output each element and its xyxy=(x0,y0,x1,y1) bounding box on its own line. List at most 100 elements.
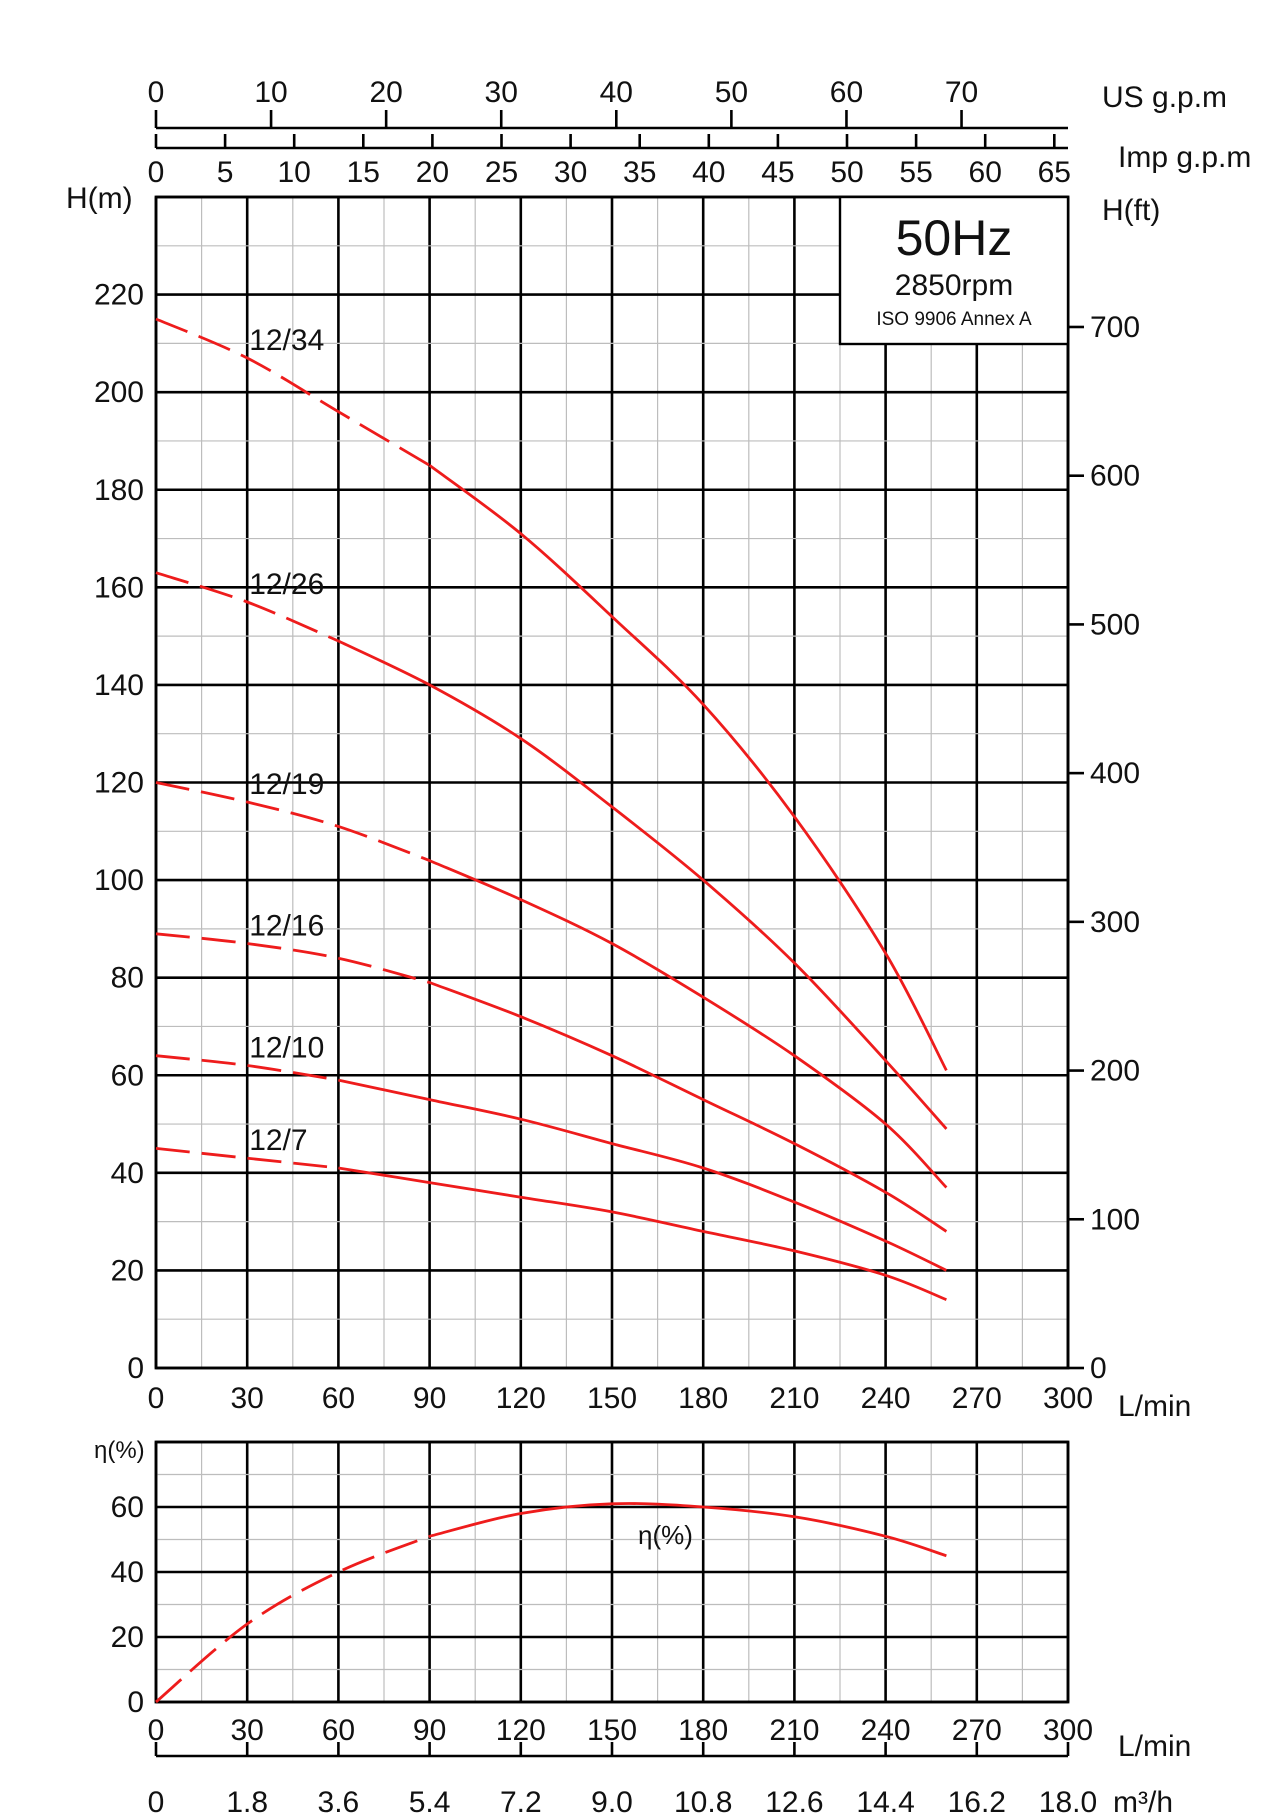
imp-gpm-tick-label: 0 xyxy=(148,156,165,189)
curve-labels: 12/34 12/26 12/19 12/16 12/10 12/7 xyxy=(249,324,324,1157)
x-tick-label-lmin-efficiency: 240 xyxy=(861,1714,911,1747)
x-tick-label-lmin: 180 xyxy=(678,1382,728,1415)
y-tick-label-m: 60 xyxy=(111,1059,144,1092)
curve-label-12-16: 12/16 xyxy=(249,910,324,943)
curve-12-19 xyxy=(429,859,948,1189)
x-tick-label-lmin: 60 xyxy=(322,1382,355,1415)
x-tick-label-lmin: 240 xyxy=(861,1382,911,1415)
curve-label-12-7: 12/7 xyxy=(249,1124,307,1157)
y-tick-label-efficiency: 40 xyxy=(111,1556,144,1589)
imp-gpm-tick-label: 15 xyxy=(347,156,380,189)
y-tick-label-m: 100 xyxy=(94,864,144,897)
y-tick-label-m: 160 xyxy=(94,571,144,604)
us-gpm-tick-label: 0 xyxy=(148,76,165,109)
m3h-tick-label: 1.8 xyxy=(226,1786,268,1817)
x-axis-label-lmin-top: L/min xyxy=(1118,1390,1191,1423)
x-tick-label-lmin: 90 xyxy=(413,1382,446,1415)
y-right-tick-label-ft: 100 xyxy=(1090,1203,1140,1236)
x-tick-label-lmin-efficiency: 0 xyxy=(148,1714,165,1747)
us-gpm-tick-label: 30 xyxy=(485,76,518,109)
m3h-tick-label: 18.0 xyxy=(1039,1786,1097,1817)
frequency-label: 50Hz xyxy=(896,210,1013,266)
imp-gpm-tick-label: 35 xyxy=(623,156,656,189)
imp-gpm-axis-label: Imp g.p.m xyxy=(1118,141,1251,174)
x-tick-label-lmin: 300 xyxy=(1043,1382,1093,1415)
x-tick-label-lmin-efficiency: 300 xyxy=(1043,1714,1093,1747)
us-gpm-tick-label: 10 xyxy=(254,76,287,109)
speed-label: 2850rpm xyxy=(895,269,1013,302)
x-tick-label-lmin-efficiency: 270 xyxy=(952,1714,1002,1747)
imp-gpm-tick-label: 20 xyxy=(416,156,449,189)
y-tick-label-m: 180 xyxy=(94,474,144,507)
m3h-tick-label: 10.8 xyxy=(674,1786,732,1817)
y-tick-label-m: 20 xyxy=(111,1254,144,1287)
m3h-tick-label: 5.4 xyxy=(409,1786,451,1817)
imp-gpm-tick-label: 10 xyxy=(278,156,311,189)
grid xyxy=(154,195,1070,1704)
curve-12-10-dashed xyxy=(155,1054,339,1082)
y-tick-label-m: 220 xyxy=(94,279,144,312)
x-tick-label-lmin: 150 xyxy=(587,1382,637,1415)
curve-efficiency xyxy=(429,1502,947,1558)
us-gpm-tick-label: 70 xyxy=(945,76,978,109)
y-right-tick-label-ft: 700 xyxy=(1090,311,1140,344)
imp-gpm-tick-label: 60 xyxy=(969,156,1002,189)
imp-gpm-tick-label: 25 xyxy=(485,156,518,189)
x-tick-label-lmin-efficiency: 60 xyxy=(322,1714,355,1747)
m3h-tick-label: 12.6 xyxy=(765,1786,823,1817)
x-axis-label-m3h: m³/h xyxy=(1113,1786,1173,1817)
curve-label-12-26: 12/26 xyxy=(249,568,324,601)
us-gpm-tick-label: 40 xyxy=(600,76,633,109)
x-tick-label-lmin-efficiency: 30 xyxy=(231,1714,264,1747)
y-tick-label-efficiency: 20 xyxy=(111,1621,144,1654)
axes xyxy=(154,110,1084,1758)
y-right-tick-label-ft: 300 xyxy=(1090,906,1140,939)
imp-gpm-tick-label: 30 xyxy=(554,156,587,189)
imp-gpm-tick-label: 50 xyxy=(830,156,863,189)
efficiency-plot-frame xyxy=(154,1440,1070,1704)
curve-label-12-10: 12/10 xyxy=(249,1031,324,1064)
y-tick-label-m: 80 xyxy=(111,962,144,995)
m3h-tick-label: 16.2 xyxy=(948,1786,1006,1817)
curve-12-7-dashed xyxy=(155,1147,339,1170)
info-box xyxy=(838,195,1070,346)
imp-gpm-tick-label: 5 xyxy=(217,156,234,189)
m3h-tick-label: 3.6 xyxy=(318,1786,360,1817)
y-right-tick-label-ft: 0 xyxy=(1090,1352,1107,1385)
us-gpm-tick-label: 50 xyxy=(715,76,748,109)
curve-12-7 xyxy=(338,1166,947,1301)
m3h-tick-label: 7.2 xyxy=(500,1786,542,1817)
y-tick-label-m: 200 xyxy=(94,376,144,409)
curve-efficiency-dashed xyxy=(155,1534,431,1704)
y-tick-label-m: 120 xyxy=(94,767,144,800)
imp-gpm-tick-label: 65 xyxy=(1038,156,1071,189)
standard-label: ISO 9906 Annex A xyxy=(876,309,1032,330)
x-axis-label-lmin-bottom: L/min xyxy=(1118,1730,1191,1763)
imp-gpm-tick-label: 55 xyxy=(899,156,932,189)
y-tick-label-m: 140 xyxy=(94,669,144,702)
x-tick-label-lmin: 120 xyxy=(496,1382,546,1415)
x-tick-label-lmin: 270 xyxy=(952,1382,1002,1415)
curve-12-26-dashed xyxy=(155,571,339,643)
m3h-tick-label: 9.0 xyxy=(591,1786,633,1817)
x-tick-label-lmin-efficiency: 210 xyxy=(769,1714,819,1747)
x-tick-label-lmin-efficiency: 120 xyxy=(496,1714,546,1747)
curve-12-34-dashed xyxy=(155,317,431,467)
x-tick-label-lmin: 210 xyxy=(769,1382,819,1415)
curve-12-26 xyxy=(337,639,948,1130)
m3h-tick-label: 0 xyxy=(148,1786,165,1817)
us-gpm-axis-label: US g.p.m xyxy=(1102,81,1227,114)
y-axis-label-head-ft: H(ft) xyxy=(1102,194,1160,227)
curve-12-10 xyxy=(338,1078,948,1272)
curve-12-16-dashed xyxy=(155,932,430,984)
x-tick-label-lmin-efficiency: 180 xyxy=(678,1714,728,1747)
y-right-tick-label-ft: 600 xyxy=(1090,460,1140,493)
curve-label-12-34: 12/34 xyxy=(249,324,324,357)
y-tick-label-m: 0 xyxy=(127,1352,144,1385)
curves xyxy=(155,317,948,1704)
curve-label-12-19: 12/19 xyxy=(249,768,324,801)
imp-gpm-tick-label: 45 xyxy=(761,156,794,189)
